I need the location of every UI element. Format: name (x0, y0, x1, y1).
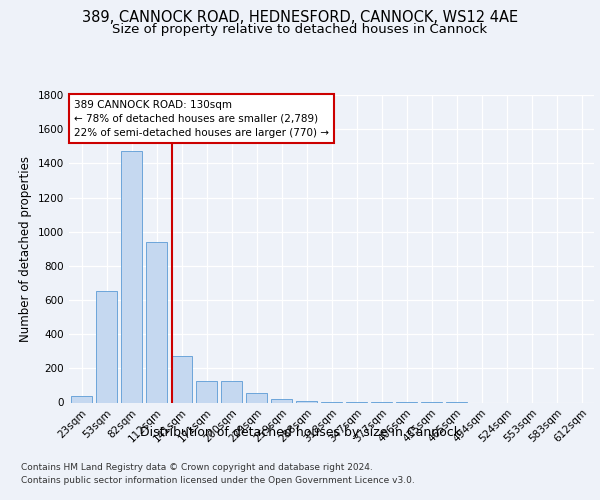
Text: 389 CANNOCK ROAD: 130sqm
← 78% of detached houses are smaller (2,789)
22% of sem: 389 CANNOCK ROAD: 130sqm ← 78% of detach… (74, 100, 329, 138)
Text: Size of property relative to detached houses in Cannock: Size of property relative to detached ho… (112, 22, 488, 36)
Bar (196, 381, 217, 402)
Bar (96, 292, 117, 403)
Bar (146, 242, 167, 402)
Bar (171, 356, 192, 403)
Y-axis label: Number of detached properties: Number of detached properties (19, 156, 32, 342)
Bar (221, 381, 242, 402)
Bar (121, 150, 142, 402)
Bar (246, 393, 267, 402)
Bar (296, 401, 317, 402)
Bar (71, 396, 92, 402)
Text: 389, CANNOCK ROAD, HEDNESFORD, CANNOCK, WS12 4AE: 389, CANNOCK ROAD, HEDNESFORD, CANNOCK, … (82, 10, 518, 25)
Bar (271, 399, 292, 402)
Text: Contains HM Land Registry data © Crown copyright and database right 2024.: Contains HM Land Registry data © Crown c… (21, 462, 373, 471)
Text: Contains public sector information licensed under the Open Government Licence v3: Contains public sector information licen… (21, 476, 415, 485)
Text: Distribution of detached houses by size in Cannock: Distribution of detached houses by size … (139, 426, 461, 439)
